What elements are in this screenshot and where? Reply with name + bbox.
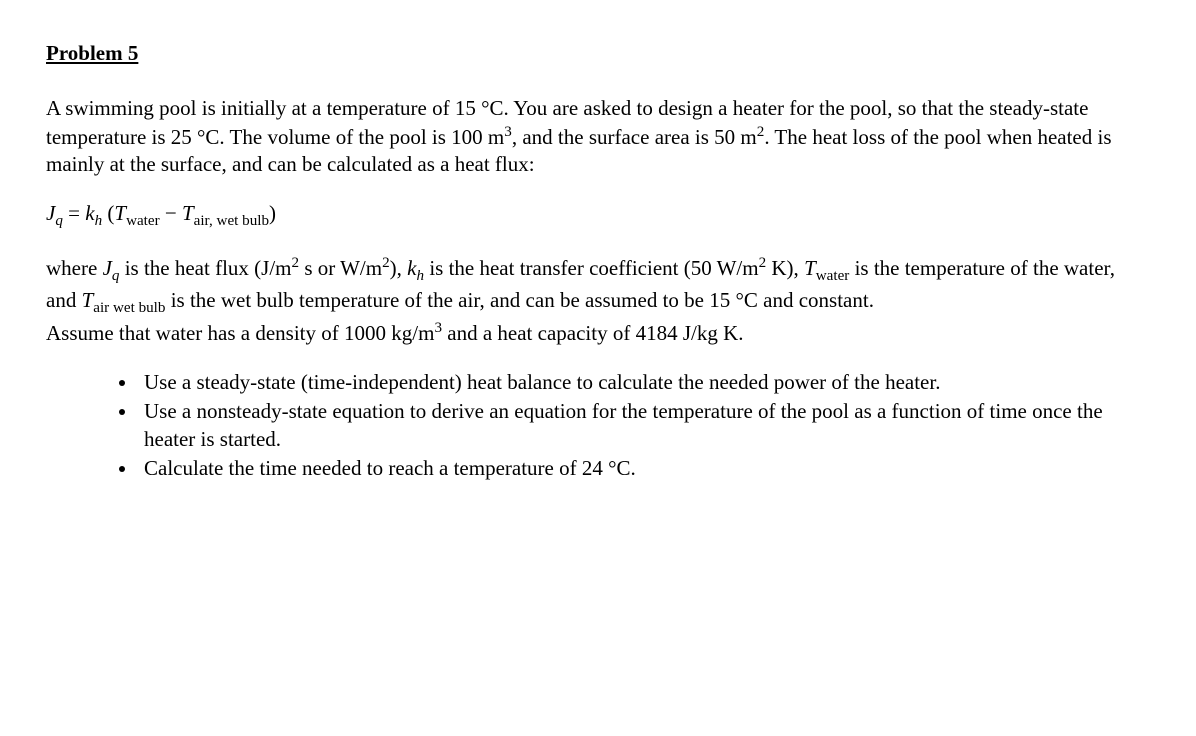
task-item: Calculate the time needed to reach a tem… [138, 455, 1150, 482]
task-list: Use a steady-state (time-independent) he… [46, 369, 1150, 482]
task-item: Use a nonsteady-state equation to derive… [138, 398, 1150, 453]
problem-intro-paragraph: A swimming pool is initially at a temper… [46, 95, 1150, 178]
heat-flux-equation: Jq = kh (Twater − Tair, wet bulb) [46, 200, 1150, 232]
task-item: Use a steady-state (time-independent) he… [138, 369, 1150, 396]
problem-definitions-paragraph: where Jq is the heat flux (J/m2 s or W/m… [46, 254, 1150, 347]
problem-title: Problem 5 [46, 40, 1150, 67]
